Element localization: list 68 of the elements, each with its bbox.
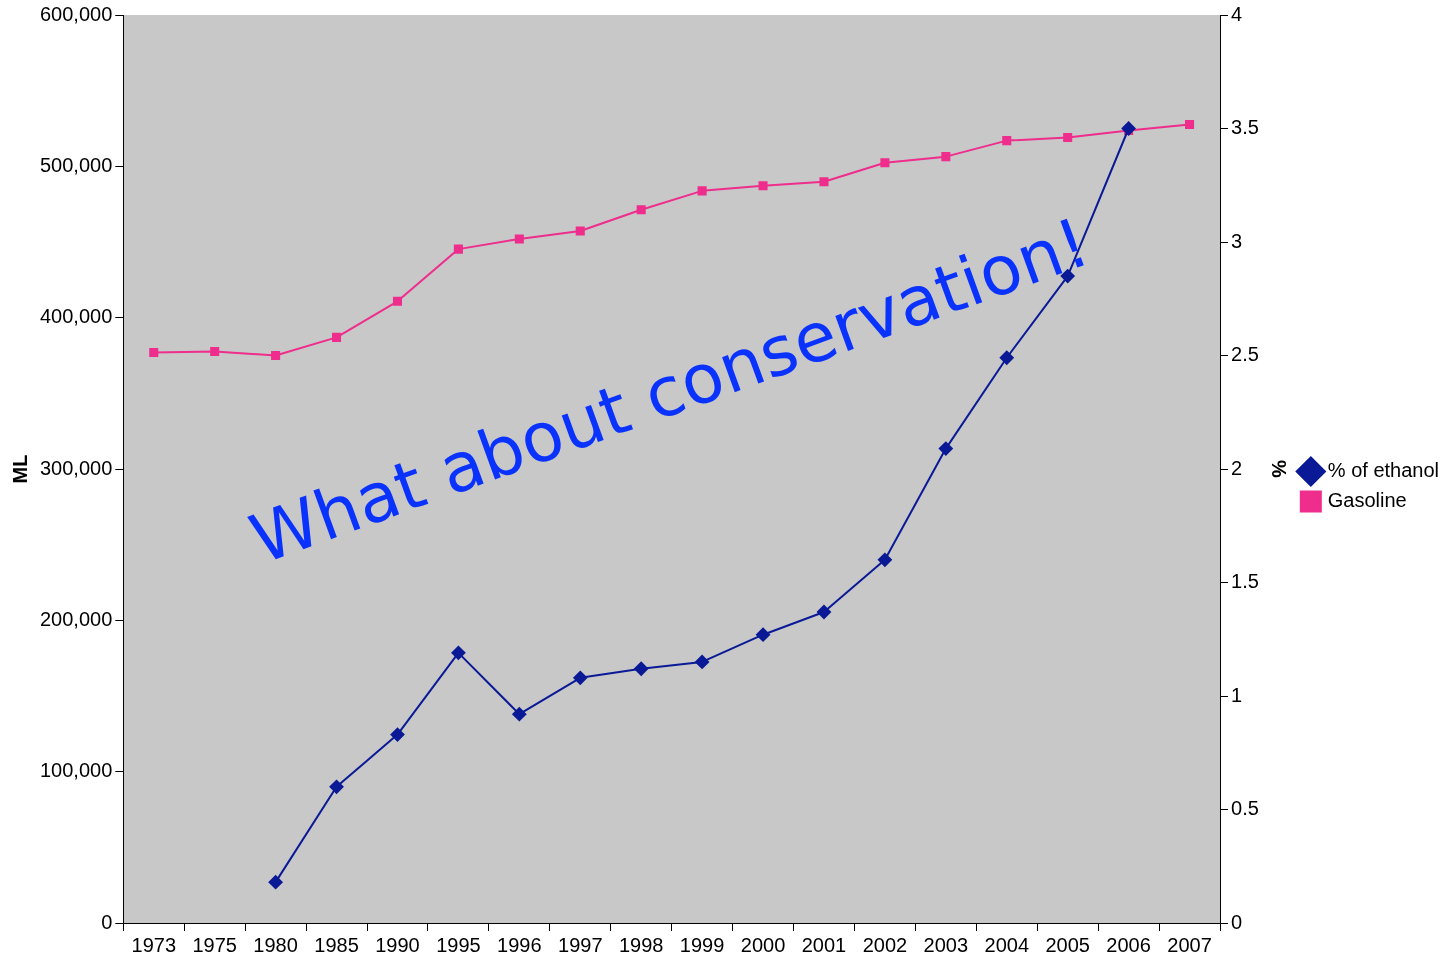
y-tick-label: 200,000	[40, 607, 113, 630]
point	[758, 181, 768, 191]
point	[697, 186, 707, 196]
y2-tick-label: 0	[1231, 910, 1243, 933]
point	[1063, 133, 1073, 143]
x-tick-label: 1995	[436, 933, 481, 956]
point	[329, 779, 344, 794]
point	[877, 552, 892, 567]
x-tick-label: 2004	[984, 933, 1030, 956]
legend-label: % of ethanol	[1327, 459, 1440, 482]
y-tick-label: 0	[101, 910, 113, 933]
x-tick-label: 2005	[1045, 933, 1090, 956]
y-tick-label: 500,000	[40, 153, 113, 176]
point	[271, 350, 281, 361]
x-tick-label: 1999	[679, 933, 725, 956]
point	[573, 670, 588, 685]
y-tick-label: 100,000	[40, 759, 113, 782]
point	[210, 346, 220, 356]
point	[938, 441, 953, 456]
point	[941, 152, 951, 162]
x-tick-label: 1996	[497, 933, 542, 956]
y2-tick-label: 1	[1231, 683, 1243, 706]
point	[514, 234, 524, 244]
y-tick-label: 300,000	[40, 456, 113, 479]
y2-tick-label: 1.5	[1231, 570, 1259, 593]
point	[332, 332, 342, 342]
x-tick-label: 2006	[1106, 933, 1151, 956]
point	[816, 605, 831, 620]
point	[575, 226, 585, 236]
point	[1121, 121, 1136, 136]
y-axis-title: ML	[8, 454, 31, 484]
point	[1002, 136, 1012, 146]
x-tick-label: 1973	[131, 933, 177, 956]
x-tick-label: 2001	[801, 933, 847, 956]
point	[1185, 120, 1195, 130]
y2-tick-label: 2.5	[1231, 343, 1259, 366]
point	[453, 244, 463, 254]
point	[695, 654, 710, 669]
point	[634, 661, 649, 676]
point	[756, 627, 771, 642]
y2-tick-label: 4	[1231, 2, 1243, 25]
x-tick-label: 1990	[375, 933, 420, 956]
x-tick-label: 1998	[618, 933, 664, 956]
x-tick-label: 2003	[923, 933, 969, 956]
y2-tick-label: 3	[1231, 229, 1243, 252]
y2-tick-label: 0.5	[1231, 797, 1259, 820]
point	[512, 707, 527, 722]
x-tick-label: 2007	[1167, 933, 1212, 956]
y2-axis-title: %	[1268, 460, 1291, 479]
x-tick-label: 2000	[740, 933, 786, 956]
x-tick-label: 1975	[192, 933, 237, 956]
y2-tick-label: 2	[1231, 456, 1243, 479]
x-tick-label: 1985	[314, 933, 359, 956]
y2-tick-label: 3.5	[1231, 116, 1259, 139]
legend-label: Gasoline	[1327, 489, 1407, 512]
point	[268, 875, 283, 890]
x-tick-label: 1980	[253, 933, 298, 956]
x-tick-label: 1997	[558, 933, 603, 956]
point	[451, 645, 466, 660]
point	[636, 205, 646, 215]
point	[880, 158, 890, 168]
point	[390, 727, 405, 742]
x-tick-label: 2002	[862, 933, 908, 956]
y-tick-label: 400,000	[40, 305, 113, 328]
point	[392, 296, 403, 306]
point	[149, 347, 159, 358]
y-tick-label: 600,000	[40, 2, 113, 25]
point	[819, 177, 829, 187]
